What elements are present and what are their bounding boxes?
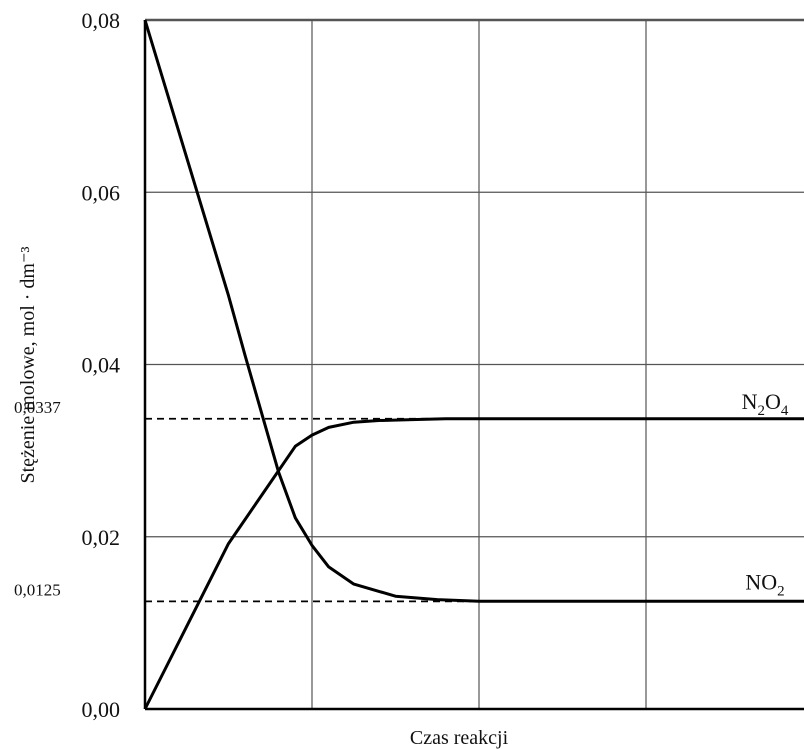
series-label-no2: NO2	[745, 569, 784, 599]
reference-lines	[145, 417, 804, 603]
no2-base: NO	[745, 569, 777, 594]
y-tick-label: 0,02	[82, 525, 121, 550]
y-axis-title: Stężenie molowe, mol · dm⁻³	[17, 246, 39, 483]
y-tick-labels: 0,00 0,02 0,04 0,06 0,08	[82, 8, 121, 722]
no2-sub1: 2	[777, 583, 785, 599]
n2o4-sub2: 4	[781, 403, 789, 419]
n2o4-mid: O	[765, 389, 781, 414]
reference-line-labels: 0,0337 0,0125	[14, 398, 61, 600]
y-tick-label: 0,06	[82, 180, 121, 205]
n2o4-base: N	[742, 389, 758, 414]
series-label-n2o4: N2O4	[742, 389, 789, 419]
n2o4-sub1: 2	[758, 403, 766, 419]
gridlines	[145, 18, 804, 709]
reference-line-label: 0,0125	[14, 580, 61, 599]
y-tick-label: 0,04	[82, 353, 121, 378]
series-line-n2o4	[143, 417, 804, 710]
reference-line-label: 0,0337	[14, 398, 61, 417]
y-tick-label: 0,08	[82, 8, 121, 33]
series-lines	[143, 19, 804, 710]
x-axis-title: Czas reakcji	[410, 727, 509, 749]
axes	[143, 20, 804, 711]
y-tick-label: 0,00	[82, 697, 121, 722]
series-line-no2	[143, 19, 804, 603]
